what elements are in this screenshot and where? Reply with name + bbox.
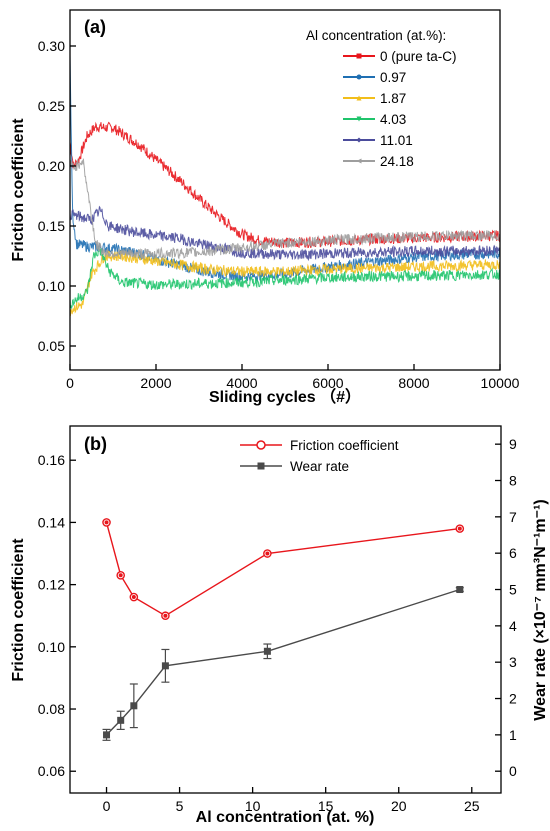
panel-a-legend-title: Al concentration (at.%): bbox=[306, 28, 446, 43]
panel-b-y2-axis-title: Wear rate (×10⁻⁷ mm³N⁻¹m⁻¹) bbox=[532, 499, 549, 720]
panel-a-label: (a) bbox=[84, 17, 106, 37]
data-point-core bbox=[104, 520, 109, 525]
panel-b-label: (b) bbox=[84, 434, 107, 454]
x-tick-label: 5 bbox=[176, 798, 184, 814]
data-point-core bbox=[457, 526, 462, 531]
series-line-4 bbox=[69, 205, 500, 262]
legend-marker bbox=[257, 462, 265, 470]
x-tick-label: 20 bbox=[391, 798, 407, 814]
legend-marker bbox=[356, 95, 362, 101]
data-point-core bbox=[131, 595, 136, 600]
x-tick-label: 0 bbox=[103, 798, 111, 814]
data-point bbox=[103, 731, 111, 739]
x-tick-label: 4000 bbox=[226, 375, 257, 391]
data-point bbox=[130, 702, 138, 710]
panel-b: 0 5 10 15 20 25 0.06 0.08 0.10 0.12 0.14 0.16 0 1 2 3 4 5… bbox=[10, 425, 549, 826]
y2-tick-label: 0 bbox=[509, 763, 517, 779]
series-line-3 bbox=[69, 247, 501, 310]
legend-entry: 1.87 bbox=[380, 91, 406, 106]
y-tick-label: 0.14 bbox=[38, 514, 65, 530]
panel-b-y-axis-title: Friction coefficient bbox=[10, 538, 27, 682]
legend-entry: 11.01 bbox=[380, 133, 413, 148]
legend-entry: 4.03 bbox=[380, 112, 406, 127]
series-line-0 bbox=[105, 522, 460, 617]
data-point bbox=[263, 647, 271, 655]
legend-marker bbox=[356, 137, 362, 143]
y-tick-label: 0.16 bbox=[38, 452, 65, 468]
data-point bbox=[117, 716, 125, 724]
legend-entry: Wear rate bbox=[290, 459, 349, 474]
panel-a-legend: 0 (pure ta-C) 0.97 1.87 4.03 11.01 24.18 bbox=[343, 49, 457, 169]
x-tick-label: 15 bbox=[318, 798, 334, 814]
x-tick-label: 25 bbox=[464, 798, 480, 814]
legend-marker bbox=[356, 74, 362, 80]
panel-b-plot-frame bbox=[69, 425, 502, 794]
panel-a-x-axis-title: Sliding cycles （#） bbox=[209, 388, 361, 406]
y2-tick-label: 4 bbox=[509, 618, 517, 634]
y-tick-label: 0.15 bbox=[38, 218, 65, 234]
panel-a-plot-frame bbox=[69, 9, 501, 371]
y2-tick-label: 9 bbox=[509, 436, 517, 452]
legend-entry: 24.18 bbox=[380, 154, 414, 169]
y2-tick-label: 3 bbox=[509, 654, 517, 670]
x-tick-label: 6000 bbox=[312, 375, 343, 391]
legend-marker bbox=[356, 158, 362, 164]
data-point-core bbox=[163, 613, 168, 618]
series-line-5 bbox=[69, 158, 501, 260]
panel-a-y-axis-title: Friction coefficient bbox=[10, 118, 27, 262]
series-line-1 bbox=[105, 588, 461, 736]
panel-a-ticks: 0 2000 4000 6000 8000 10000 0.05 0.10 0.15 0.20 0.… bbox=[38, 38, 520, 391]
x-tick-label: 2000 bbox=[140, 375, 171, 391]
x-tick-label: 0 bbox=[66, 375, 74, 391]
y2-tick-label: 5 bbox=[509, 582, 517, 598]
data-point-core bbox=[118, 573, 123, 578]
x-tick-label: 10 bbox=[245, 798, 261, 814]
series-line-1 bbox=[69, 55, 501, 282]
legend-marker bbox=[356, 53, 362, 59]
data-point-core bbox=[265, 551, 270, 556]
y-tick-label: 0.08 bbox=[38, 701, 65, 717]
y2-tick-label: 7 bbox=[509, 509, 517, 525]
legend-entry: 0.97 bbox=[380, 70, 406, 85]
y-tick-label: 0.25 bbox=[38, 98, 65, 114]
y-tick-label: 0.10 bbox=[38, 639, 65, 655]
legend-entry: 0 (pure ta-C) bbox=[380, 49, 457, 64]
panel-b-legend: Friction coefficient Wear rate bbox=[240, 438, 399, 474]
series-line-0 bbox=[69, 121, 501, 249]
x-tick-label: 10000 bbox=[481, 375, 520, 391]
y2-tick-label: 6 bbox=[509, 545, 517, 561]
x-tick-label: 8000 bbox=[398, 375, 429, 391]
panel-a: 0 2000 4000 6000 8000 10000 0.05 0.10 0.15 0.20 0.… bbox=[10, 9, 520, 406]
y-tick-label: 0.06 bbox=[38, 763, 65, 779]
y2-tick-label: 1 bbox=[509, 727, 517, 743]
data-point bbox=[161, 662, 169, 670]
y2-tick-label: 2 bbox=[509, 691, 517, 707]
legend-entry: Friction coefficient bbox=[290, 438, 399, 453]
panel-b-series bbox=[102, 518, 465, 741]
y2-tick-label: 8 bbox=[509, 473, 517, 489]
y-tick-label: 0.12 bbox=[38, 577, 65, 593]
legend-marker bbox=[256, 440, 266, 450]
y-tick-label: 0.20 bbox=[38, 158, 65, 174]
panel-a-series-lines bbox=[69, 55, 501, 317]
data-point bbox=[456, 586, 464, 594]
y-tick-label: 0.30 bbox=[38, 38, 65, 54]
panel-b-x-axis-title: Al concentration (at. %) bbox=[196, 809, 375, 826]
y-tick-label: 0.05 bbox=[38, 338, 65, 354]
panel-b-ticks: 0 5 10 15 20 25 0.06 0.08 0.10 0.12 0.14 0.16 0 1 2 3 4 5… bbox=[38, 436, 517, 814]
y-tick-label: 0.10 bbox=[38, 278, 65, 294]
legend-marker bbox=[356, 116, 362, 122]
